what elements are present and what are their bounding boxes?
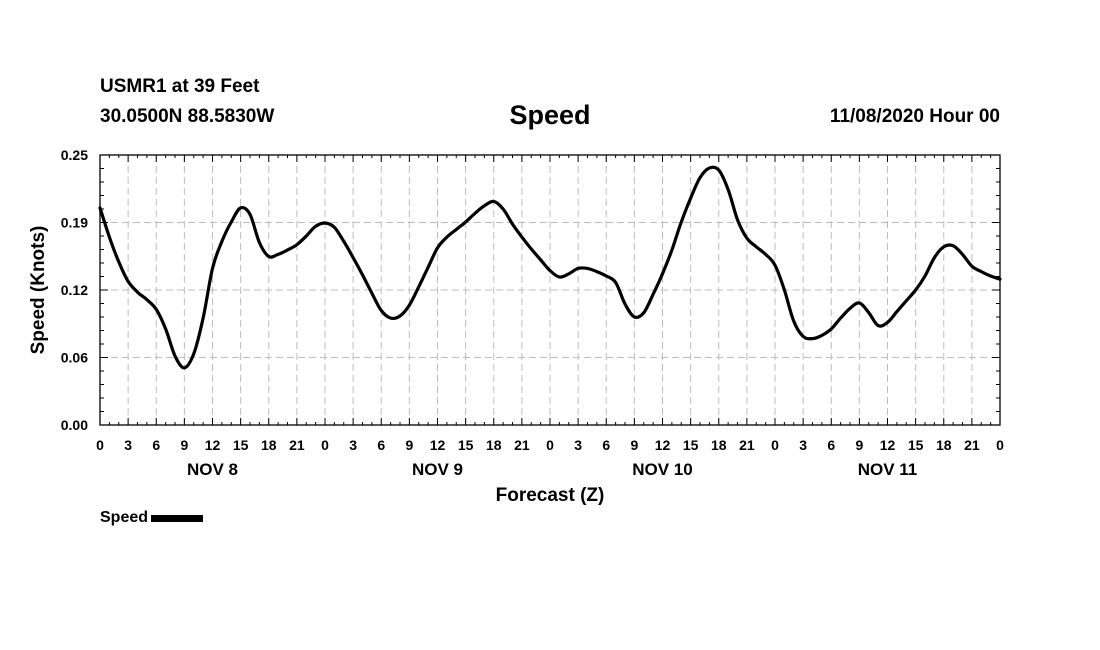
y-axis-label: Speed (Knots) [28,226,49,355]
x-tick-label: 6 [377,437,385,453]
day-label: NOV 9 [412,460,463,479]
x-tick-label: 0 [996,437,1004,453]
day-label: NOV 8 [187,460,238,479]
plot-frame [99,154,1001,426]
series-line-speed [98,165,1002,370]
x-tick-label: 18 [261,437,277,453]
forecast-run-date: 11/08/2020 Hour 00 [829,106,1000,127]
day-label: NOV 11 [858,460,918,479]
x-tick-label: 0 [771,437,779,453]
x-tick-label: 21 [964,437,980,453]
x-tick-label: 21 [739,437,755,453]
y-axis-tick-labels: 0.00 0.06 0.12 0.19 0.25 [61,147,88,433]
legend: Speed [100,509,204,527]
x-tick-label: 15 [458,437,474,453]
x-tick-label: 21 [289,437,305,453]
y-tick-label: 0.00 [61,417,88,433]
x-tick-label: 18 [711,437,727,453]
x-tick-label: 9 [630,437,638,453]
y-tick-label: 0.12 [61,282,88,298]
legend-swatch-speed [151,514,204,522]
legend-label-speed: Speed [100,509,149,526]
grid-lines [100,155,1000,425]
x-tick-label: 3 [124,437,132,453]
x-tick-label: 3 [574,437,582,453]
x-tick-label: 12 [205,437,221,453]
day-label: NOV 10 [632,460,692,479]
x-tick-label: 3 [349,437,357,453]
x-tick-label: 12 [430,437,446,453]
x-axis-label: Forecast (Z) [496,485,605,506]
x-tick-label: 0 [96,437,104,453]
y-tick-label: 0.19 [61,215,88,231]
x-tick-label: 0 [546,437,554,453]
y-tick-label: 0.25 [61,147,88,163]
x-tick-label: 12 [655,437,671,453]
station-label: USMR1 at 39 Feet [100,76,260,97]
x-tick-label: 3 [799,437,807,453]
x-tick-label: 9 [180,437,188,453]
station-coordinates: 30.0500N 88.5830W [100,106,275,127]
x-tick-label: 9 [855,437,863,453]
x-tick-label: 12 [880,437,896,453]
x-tick-label: 15 [908,437,924,453]
x-tick-label: 9 [405,437,413,453]
x-tick-label: 6 [602,437,610,453]
x-tick-label: 21 [514,437,530,453]
x-tick-label: 0 [321,437,329,453]
x-tick-label: 18 [486,437,502,453]
x-axis-tick-labels: 0 3 6 9 12 15 18 21 0 3 6 9 12 15 18 21 0 3 6 9 12 15 18 21 0 3 6 9… [96,437,1004,453]
chart-title: Speed [509,100,591,130]
x-axis-day-labels: NOV 8 NOV 9 NOV 10 NOV 11 [187,460,917,479]
x-tick-label: 6 [827,437,835,453]
x-tick-label: 6 [152,437,160,453]
x-tick-label: 15 [683,437,699,453]
y-tick-label: 0.06 [61,350,88,366]
x-tick-label: 18 [936,437,952,453]
x-tick-label: 15 [233,437,249,453]
